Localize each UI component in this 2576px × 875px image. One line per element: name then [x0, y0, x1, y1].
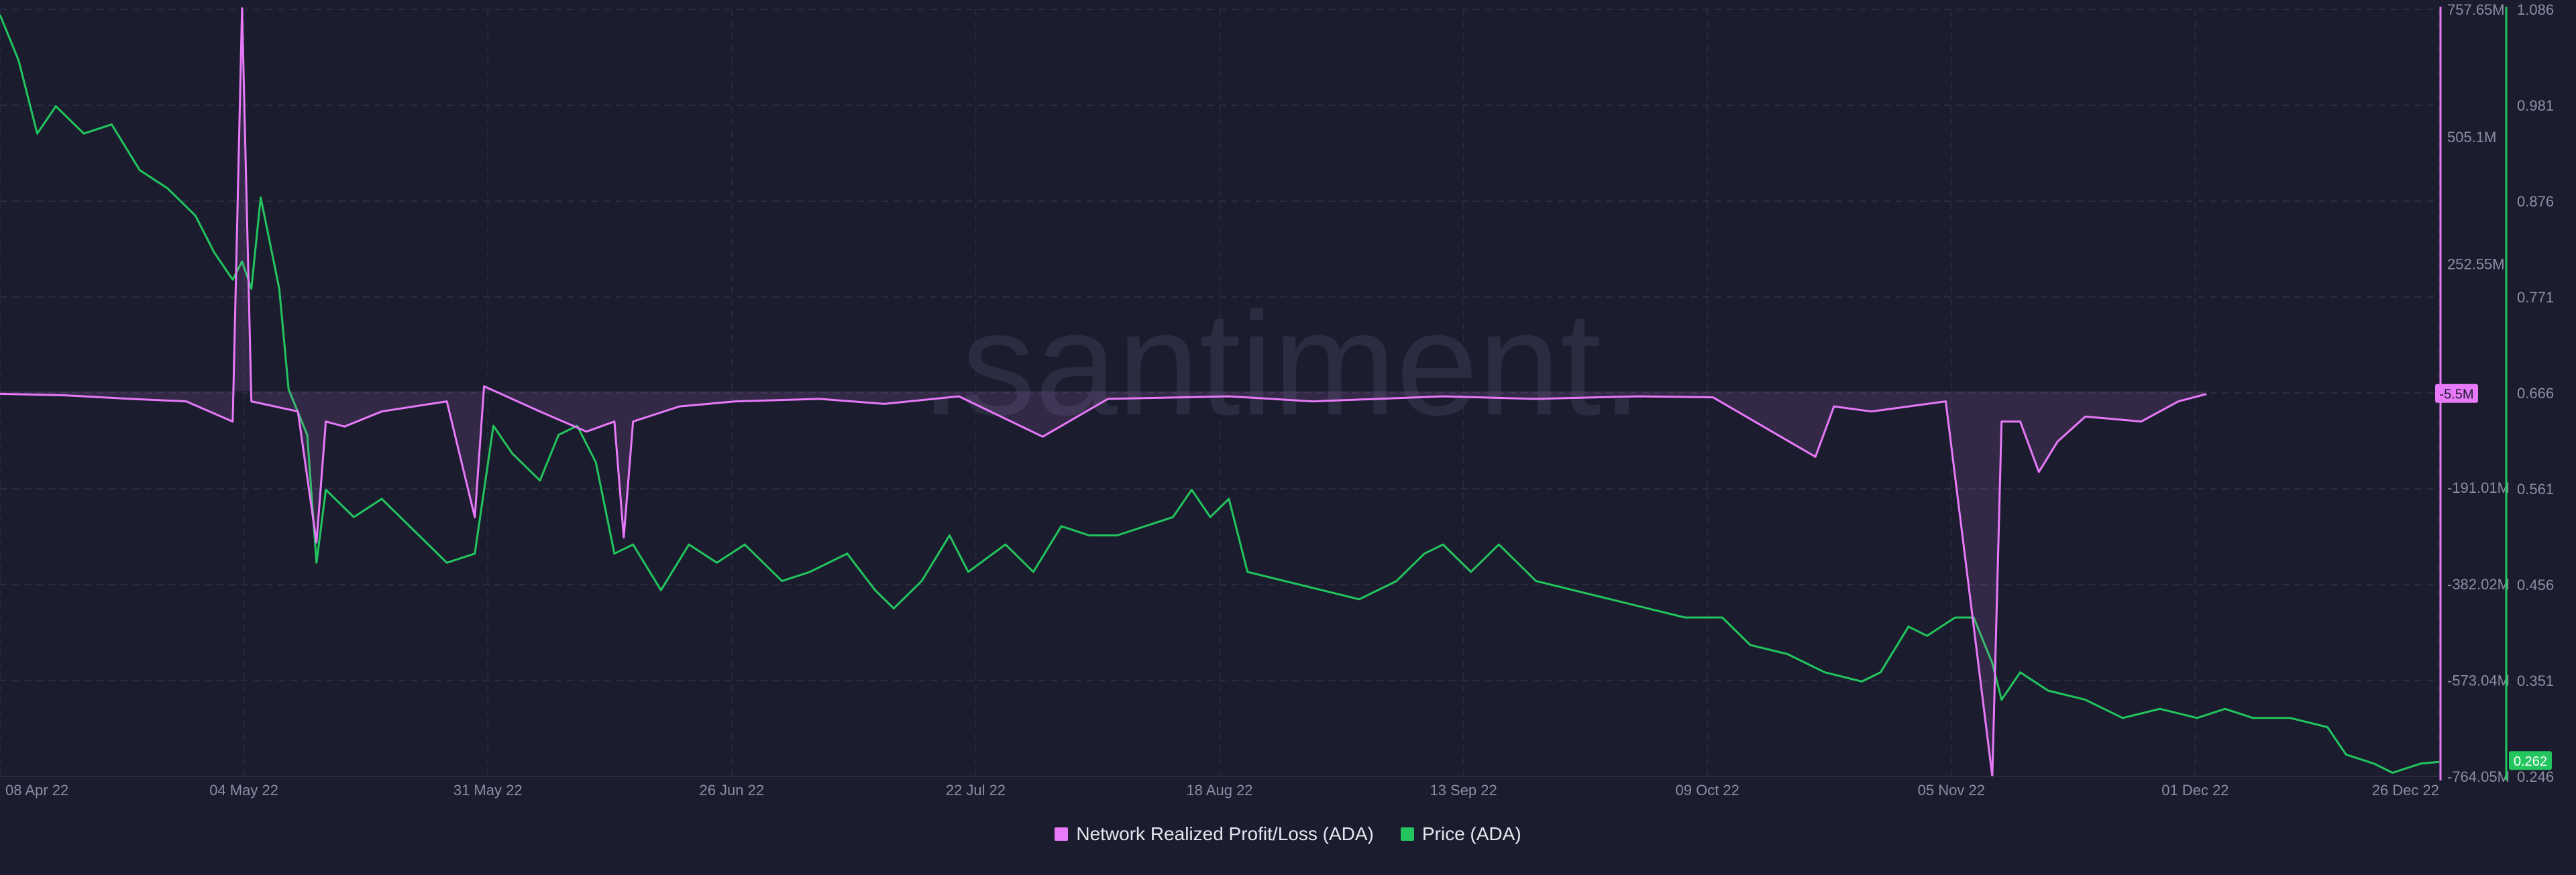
price-tick-label: 0.876 — [2517, 193, 2554, 210]
legend-swatch-pl — [1055, 827, 1069, 841]
x-tick-label: 09 Oct 22 — [1676, 782, 1739, 799]
legend-label-pl: Network Realized Profit/Loss (ADA) — [1076, 823, 1374, 844]
price-last-value-badge — [2509, 751, 2552, 770]
price-tick-label: 0.351 — [2517, 673, 2554, 689]
x-tick-label: 26 Dec 22 — [2372, 782, 2439, 799]
legend-label-price: Price (ADA) — [1421, 823, 1521, 844]
price-line — [0, 14, 2440, 774]
price-tick-label: 0.246 — [2517, 768, 2554, 785]
legend: Network Realized Profit/Loss (ADA) Price… — [0, 823, 2576, 845]
x-tick-label: 22 Jul 22 — [946, 782, 1006, 799]
watermark: .santiment. — [920, 281, 1642, 446]
pl-last-value-badge — [2435, 384, 2478, 403]
x-tick-label: 13 Sep 22 — [1430, 782, 1497, 799]
pl-tick-label: 252.55M — [2447, 256, 2505, 273]
x-tick-label: 18 Aug 22 — [1186, 782, 1252, 799]
price-tick-label: 0.666 — [2517, 385, 2554, 402]
pl-axis-layer: 757.65M 505.1M 252.55M -191.01M -382.02M -573… — [2435, 1, 2510, 785]
x-tick-label: 01 Dec 22 — [2161, 782, 2229, 799]
price-tick-label: 1.086 — [2517, 1, 2554, 18]
pl-tick-label: -191.01M — [2447, 479, 2510, 496]
pl-tick-label: -764.05M — [2447, 768, 2510, 785]
price-tick-label: 0.456 — [2517, 577, 2554, 593]
pl-area — [0, 8, 2207, 777]
x-tick-label: 26 Jun 22 — [699, 782, 764, 799]
price-tick-label: 0.981 — [2517, 97, 2554, 114]
legend-item-price[interactable]: Price (ADA) — [1400, 823, 1521, 845]
price-tick-label: 0.771 — [2517, 289, 2554, 306]
legend-item-pl[interactable]: Network Realized Profit/Loss (ADA) — [1055, 823, 1374, 845]
x-tick-label: 04 May 22 — [209, 782, 278, 799]
pl-last-value-label: -5.5M — [2439, 388, 2473, 402]
x-tick-label: 05 Nov 22 — [1918, 782, 1985, 799]
pl-tick-label: 757.65M — [2447, 1, 2505, 18]
legend-swatch-price — [1400, 827, 1414, 841]
x-tick-label: 31 May 22 — [453, 782, 523, 799]
pl-tick-label: -382.02M — [2447, 576, 2510, 593]
series-layer — [0, 7, 2440, 778]
price-axis-layer: 1.086 0.981 0.876 0.771 0.666 0.561 0.456 0.351… — [2505, 1, 2554, 785]
pl-tick-label: -573.04M — [2447, 672, 2510, 689]
pl-line — [0, 7, 2207, 778]
price-last-value-label: 0.262 — [2514, 754, 2547, 769]
x-axis: 08 Apr 22 04 May 22 31 May 22 26 Jun 22 22 J… — [0, 776, 2439, 799]
x-tick-label: 08 Apr 22 — [5, 782, 68, 799]
price-tick-label: 0.561 — [2517, 481, 2554, 498]
pl-tick-label: 505.1M — [2447, 129, 2496, 145]
